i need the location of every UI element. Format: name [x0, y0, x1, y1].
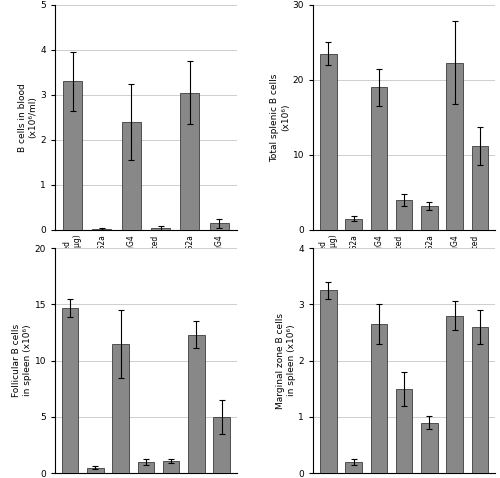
Bar	[446, 315, 463, 473]
Y-axis label: Marginal zone B cells
in spleen (x10⁶): Marginal zone B cells in spleen (x10⁶)	[276, 313, 295, 409]
Bar	[210, 223, 229, 230]
Y-axis label: B cells in blood
(x10⁶/ml): B cells in blood (x10⁶/ml)	[18, 83, 38, 152]
Bar	[151, 228, 170, 230]
Bar	[346, 462, 362, 473]
Bar	[112, 344, 129, 473]
Bar	[163, 461, 180, 473]
Text: mIgG2a: mIgG2a	[98, 235, 106, 264]
Text: mIgG2a: mIgG2a	[425, 235, 434, 264]
Text: anti-mCD20
(12.5 µg): anti-mCD20 (12.5 µg)	[432, 336, 478, 355]
Bar	[320, 290, 336, 473]
Text: anti-mCD20
(125 µg): anti-mCD20 (125 µg)	[108, 336, 154, 355]
Text: mIgG2a: mIgG2a	[186, 235, 194, 264]
Bar	[370, 324, 387, 473]
Y-axis label: Follicular B cells
in spleen (x10⁶): Follicular B cells in spleen (x10⁶)	[12, 324, 32, 397]
Bar	[472, 327, 488, 473]
Text: (a): (a)	[136, 406, 156, 419]
Text: afucosylated
hIgG4: afucosylated hIgG4	[470, 235, 490, 284]
Bar	[87, 467, 104, 473]
Bar	[346, 219, 362, 230]
Bar	[180, 93, 200, 230]
Bar	[446, 63, 463, 230]
Text: hIgG4: hIgG4	[374, 235, 384, 257]
Bar	[188, 335, 204, 473]
Text: afucosylated
hIgG4: afucosylated hIgG4	[394, 235, 414, 284]
Bar	[472, 146, 488, 230]
Text: anti-Ragweed
mIgG2a (125 µg): anti-Ragweed mIgG2a (125 µg)	[318, 235, 338, 299]
Y-axis label: Total splenic B cells
(x10⁶): Total splenic B cells (x10⁶)	[270, 73, 290, 162]
Bar	[320, 54, 336, 230]
Bar	[122, 122, 141, 230]
Bar	[370, 87, 387, 230]
Text: anti-Ragweed
mIgG2a (125 µg): anti-Ragweed mIgG2a (125 µg)	[63, 235, 82, 299]
Bar	[421, 206, 438, 230]
Text: hIgG4: hIgG4	[214, 235, 224, 257]
Bar	[62, 308, 78, 473]
Text: afucosylated
hIgG4: afucosylated hIgG4	[151, 235, 171, 284]
Bar	[396, 389, 412, 473]
Bar	[396, 200, 412, 230]
Text: anti-mCD20
(12.5 µg): anti-mCD20 (12.5 µg)	[182, 336, 228, 355]
Text: anti-mCD20
(125 µg): anti-mCD20 (125 µg)	[356, 336, 402, 355]
Bar	[421, 423, 438, 473]
Text: mIgG2a: mIgG2a	[349, 235, 358, 264]
Text: hIgG4: hIgG4	[450, 235, 459, 257]
Bar	[214, 417, 230, 473]
Text: hIgG4: hIgG4	[126, 235, 136, 257]
Text: (b): (b)	[394, 406, 414, 419]
Bar	[63, 81, 82, 230]
Bar	[92, 229, 112, 230]
Bar	[138, 462, 154, 473]
